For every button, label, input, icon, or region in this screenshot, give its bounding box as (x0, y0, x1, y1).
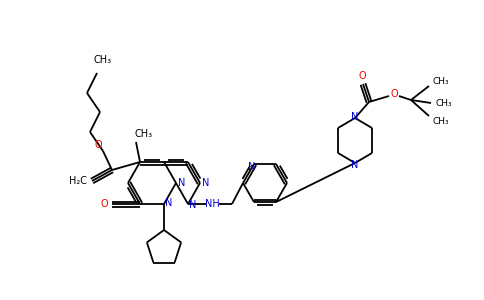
Text: CH₃: CH₃ (433, 76, 449, 85)
Text: N: N (248, 162, 256, 172)
Text: CH₃: CH₃ (135, 129, 153, 139)
Text: N: N (202, 178, 210, 188)
Text: H₂C: H₂C (69, 176, 87, 186)
Text: N: N (189, 200, 197, 210)
Text: O: O (358, 71, 366, 81)
Text: CH₃: CH₃ (94, 55, 112, 65)
Text: CH₃: CH₃ (433, 118, 449, 127)
Text: O: O (94, 140, 102, 150)
Text: CH₃: CH₃ (436, 98, 453, 107)
Text: N: N (178, 178, 186, 188)
Text: O: O (390, 89, 398, 99)
Text: N: N (351, 112, 359, 122)
Text: N: N (166, 198, 173, 208)
Text: N: N (351, 160, 359, 170)
Text: NH: NH (205, 199, 219, 209)
Text: O: O (100, 199, 108, 209)
